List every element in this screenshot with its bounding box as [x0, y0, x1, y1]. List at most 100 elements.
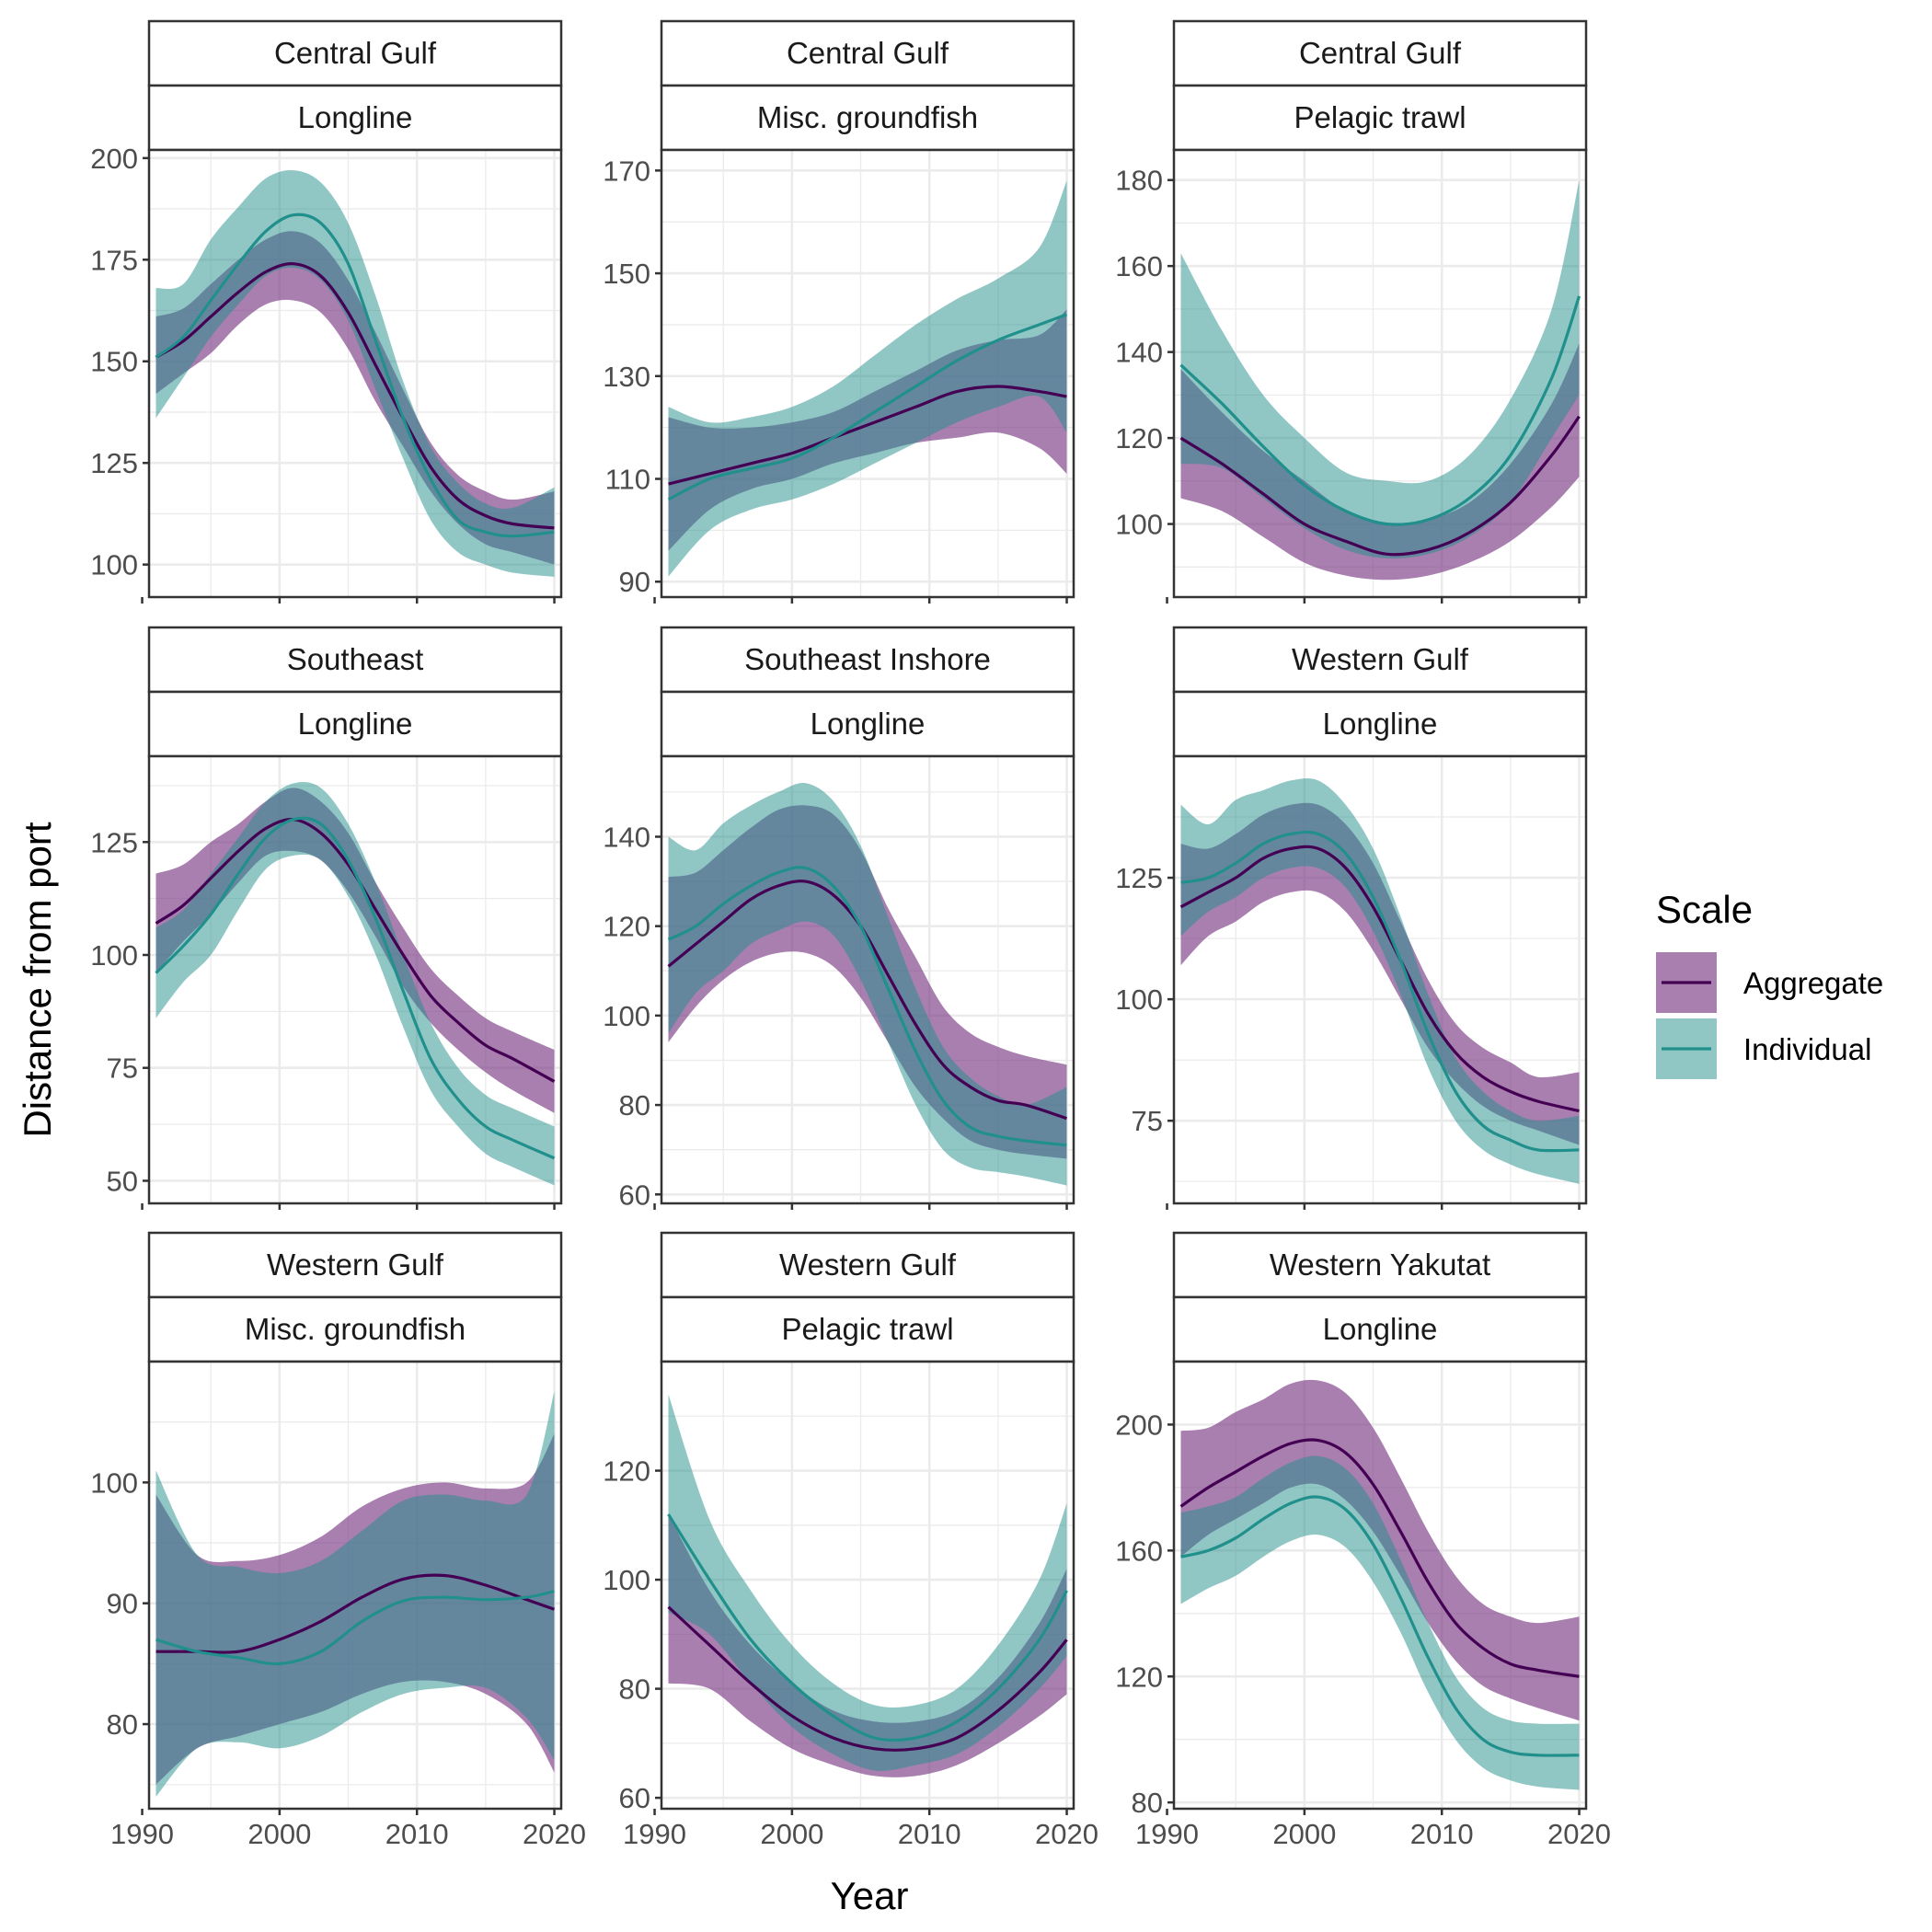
line-individual — [667, 866, 1067, 1147]
strip-region-label: Western Yakutat — [1270, 1248, 1490, 1282]
strip-gear-label: Longline — [811, 707, 926, 741]
strip-gear-label: Misc. groundfish — [245, 1312, 466, 1346]
line-aggregate — [1179, 845, 1580, 1113]
panel-border — [1172, 1360, 1588, 1811]
line-aggregate — [1179, 1438, 1580, 1678]
x-tick-label: 2000 — [1272, 1818, 1336, 1850]
strip-gear-box — [1172, 1295, 1588, 1363]
y-tick-label: 80 — [1132, 1787, 1163, 1819]
ribbon-aggregate — [1180, 802, 1580, 1145]
y-tick-label: 120 — [1115, 1661, 1163, 1693]
panel-border — [660, 148, 1075, 599]
strip-gear-box — [147, 690, 563, 758]
ribbon-individual — [155, 781, 555, 1186]
strip-gear-label: Misc. groundfish — [757, 100, 978, 134]
y-tick-label: 170 — [603, 155, 650, 187]
y-tick-label: 100 — [90, 939, 138, 972]
strip-region-box — [660, 1231, 1075, 1299]
y-tick-label: 160 — [1115, 250, 1163, 282]
legend-item-aggregate: Aggregate — [1656, 952, 1883, 1013]
y-tick-label: 200 — [1115, 1409, 1163, 1441]
y-tick-label: 160 — [1115, 1535, 1163, 1567]
strip-region-label: Western Gulf — [1292, 642, 1469, 676]
strip-gear-label: Longline — [298, 100, 413, 134]
line-aggregate — [1179, 415, 1581, 557]
x-tick-label: 2010 — [898, 1818, 961, 1850]
y-tick-label: 125 — [90, 447, 138, 479]
y-tick-label: 100 — [90, 1466, 138, 1499]
panel-6: Western Gulf Longline 75 100 125 — [1115, 626, 1588, 1210]
y-tick-label: 100 — [603, 1000, 650, 1032]
y-tick-label: 175 — [90, 244, 138, 276]
ribbon-individual — [668, 1394, 1067, 1771]
line-individual — [155, 1590, 555, 1666]
strip-gear-box — [1172, 84, 1588, 152]
strip-region-box — [660, 19, 1075, 87]
strip-gear-box — [147, 84, 563, 152]
x-tick-label: 2000 — [760, 1818, 823, 1850]
y-tick-label: 100 — [1115, 509, 1163, 541]
line-aggregate — [155, 818, 556, 1083]
strip-region-box — [147, 626, 563, 694]
y-tick-label: 80 — [619, 1089, 650, 1121]
panel-8: Western Gulf Pelagic trawl 60 80 100 120 1990 2… — [603, 1231, 1098, 1850]
y-tick-label: 100 — [603, 1564, 650, 1596]
line-individual — [155, 816, 556, 1160]
y-tick-label: 120 — [1115, 422, 1163, 454]
ribbon-individual — [1180, 778, 1580, 1184]
strip-region-label: Central Gulf — [1299, 36, 1462, 70]
x-tick-label: 2000 — [247, 1818, 311, 1850]
panels-group: Central GulfLongline100125150175200Centr… — [90, 19, 1611, 1850]
y-tick-label: 180 — [1115, 165, 1163, 197]
y-tick-label: 60 — [619, 1782, 650, 1814]
series-group — [155, 1391, 556, 1797]
panel-border — [660, 1360, 1075, 1811]
y-tick-label: 130 — [603, 361, 650, 393]
y-tick-label: 60 — [619, 1179, 650, 1211]
x-tick-label: 1990 — [110, 1818, 174, 1850]
series-group — [667, 1394, 1068, 1777]
strip-gear-label: Longline — [1323, 1312, 1438, 1346]
ribbon-aggregate — [155, 788, 555, 1113]
x-axis-title: Year — [831, 1874, 909, 1917]
y-tick-label: 200 — [90, 143, 138, 175]
strip-gear-box — [660, 84, 1075, 152]
y-tick-label: 100 — [1115, 983, 1163, 1016]
x-tick-label: 1990 — [623, 1818, 686, 1850]
legend-item-individual: Individual — [1656, 1018, 1871, 1079]
y-tick-label: 75 — [1132, 1105, 1163, 1137]
x-tick-label: 2020 — [1547, 1818, 1611, 1850]
strip-region-label: Western Gulf — [267, 1248, 444, 1282]
strip-region-label: Central Gulf — [274, 36, 437, 70]
series-group — [667, 180, 1068, 577]
ribbon-individual — [1180, 1455, 1580, 1790]
line-aggregate — [668, 385, 1067, 486]
line-individual — [1179, 295, 1581, 526]
line-aggregate — [155, 1573, 556, 1654]
y-axis-title: Distance from port — [16, 822, 59, 1137]
ribbon-individual — [668, 180, 1067, 577]
y-tick-label: 90 — [107, 1588, 138, 1620]
y-tick-label: 120 — [603, 911, 650, 943]
x-tick-label: 2020 — [523, 1818, 586, 1850]
series-group — [155, 781, 556, 1186]
panel-4: Southeast Longline 50 75 100 125 — [90, 626, 563, 1210]
legend: Scale Aggregate Individual — [1656, 888, 1883, 1079]
line-individual — [1180, 1495, 1580, 1757]
panel-9: Western Yakutat Longline 80 120 160 200 1990 20… — [1115, 1231, 1611, 1850]
strip-region-label: Central Gulf — [787, 36, 949, 70]
y-tick-label: 80 — [107, 1708, 138, 1741]
line-individual — [155, 213, 555, 538]
y-tick-label: 100 — [90, 549, 138, 581]
panel-2: Central Gulf Misc. groundfish 90 110 130 150 1… — [603, 19, 1075, 604]
y-tick-label: 140 — [603, 821, 650, 853]
series-group — [1179, 179, 1581, 581]
y-tick-label: 120 — [603, 1455, 650, 1488]
panel-1: Central Gulf Longline 100 125 150 175 200 — [90, 19, 563, 604]
series-group — [1179, 1379, 1580, 1790]
strip-gear-label: Longline — [1323, 707, 1438, 741]
y-tick-label: 150 — [90, 346, 138, 378]
strip-region-label: Southeast — [287, 642, 424, 676]
legend-label: Aggregate — [1743, 966, 1883, 1000]
